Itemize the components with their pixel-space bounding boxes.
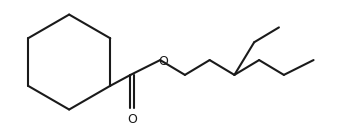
Text: O: O [127,114,137,126]
Text: O: O [158,55,168,68]
